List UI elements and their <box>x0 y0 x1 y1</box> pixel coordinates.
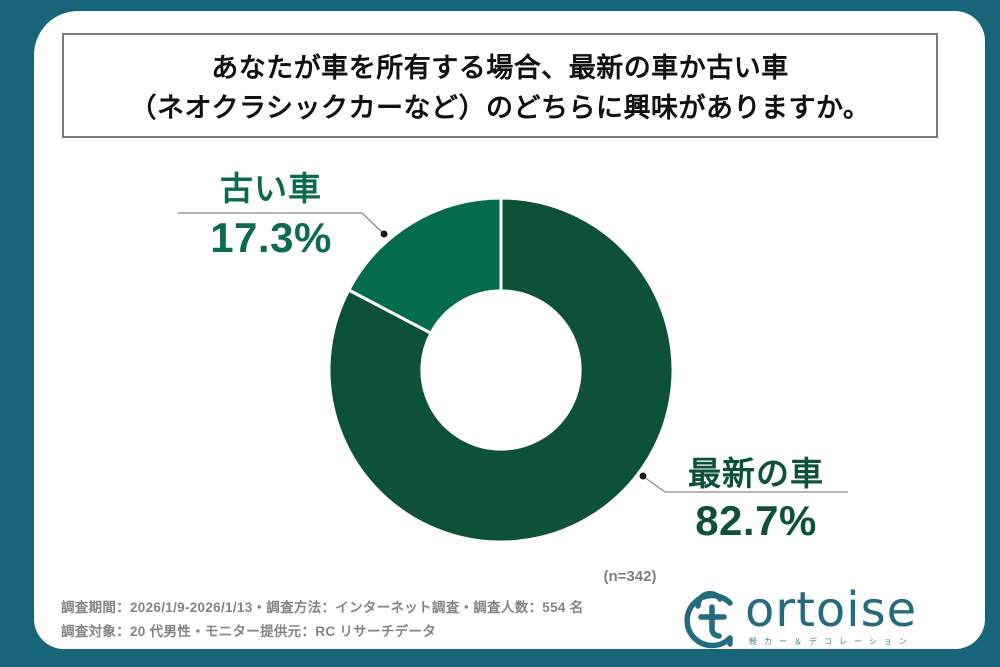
survey-footnote: 調査期間：2026/1/9-2026/1/13・調査方法：インターネット調査・調… <box>61 596 584 644</box>
question-title-box: あなたが車を所有する場合、最新の車か古い車 （ネオクラシックカーなど）のどちらに… <box>62 33 938 138</box>
logo-wordmark: ortoise <box>745 582 918 638</box>
tortoise-cloud-t-icon <box>684 590 733 649</box>
callout-old-car-label: 古い車 <box>220 170 322 207</box>
question-title-line2: （ネオクラシックカーなど）のどちらに興味がありますか。 <box>129 93 871 123</box>
sample-size-note: (n=342) <box>603 568 657 585</box>
logo-tagline: 軽カー＆デコレーション <box>749 637 914 646</box>
tortoise-logo: ortoise 軽カー＆デコレーション <box>681 586 941 650</box>
callout-new-car-label: 最新の車 <box>688 455 824 492</box>
survey-footnote-line2: 調査対象：20 代男性・モニター提供元：RC リサーチデータ <box>61 624 437 639</box>
callout-old-car-percent: 17.3% <box>210 214 332 261</box>
callout-new-car-percent: 82.7% <box>695 497 817 544</box>
donut-segment-new-car <box>327 196 675 544</box>
donut-svg <box>327 196 675 544</box>
question-title-line1: あなたが車を所有する場合、最新の車か古い車 <box>211 53 789 83</box>
survey-footnote-line1: 調査期間：2026/1/9-2026/1/13・調査方法：インターネット調査・調… <box>61 600 584 615</box>
donut-chart <box>321 190 681 550</box>
donut-segment-old-car <box>347 196 503 335</box>
